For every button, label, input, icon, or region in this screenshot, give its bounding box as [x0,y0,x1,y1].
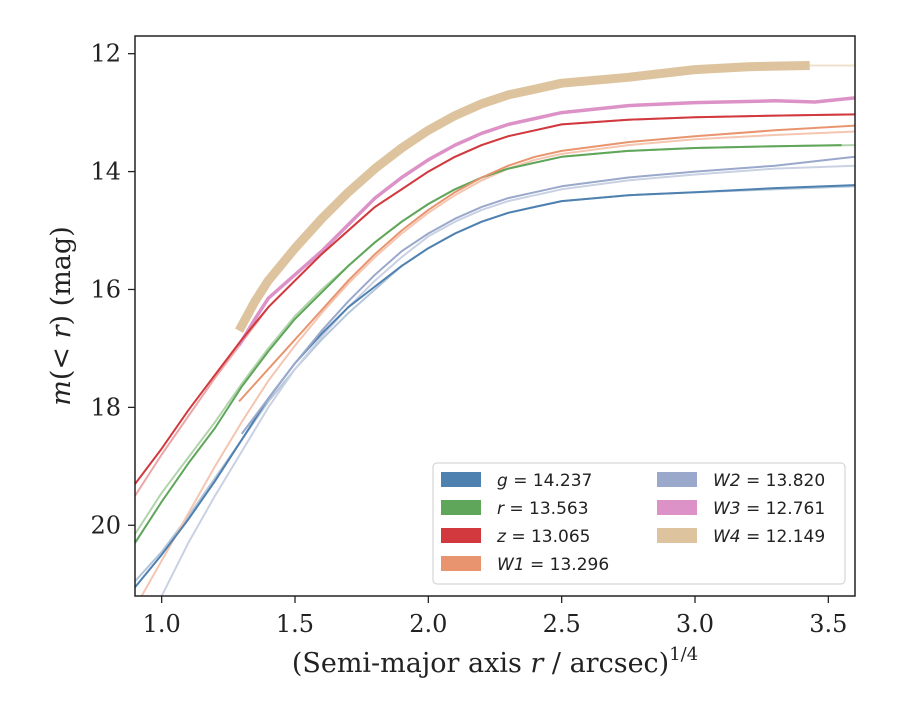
y-tick-label: 14 [90,158,121,186]
x-tick-label: 2.5 [543,610,581,638]
plot-frame [134,35,856,597]
x-axis-label: (Semi-major axis r / arcsec)1/4 [292,644,698,679]
y-tick-label: 18 [90,393,121,421]
legend-label-g: g = 14.237 [497,471,592,491]
y-tick-label: 12 [90,40,121,68]
legend-label-r: r = 13.563 [497,499,589,519]
legend-label-w4: W4 = 12.149 [713,527,825,547]
series-g-line [135,184,855,588]
series-w1-line [238,124,855,403]
legend-label-w3: W3 = 12.761 [713,499,825,519]
legend-label-z: z = 13.065 [496,527,590,547]
legend-swatch-w1 [441,556,481,571]
x-tick-label: 2.0 [409,610,447,638]
legend-swatch-w2 [657,472,697,487]
legend-frame [432,462,846,585]
series-w2-line [240,155,855,435]
legend-label-w2: W2 = 13.820 [713,471,825,491]
series-r-line [135,144,842,544]
legend-swatch-w4 [657,528,697,543]
series-w4-line [235,61,810,333]
legend-swatch-z [441,528,481,543]
y-tick-label: 16 [90,275,121,303]
series-w1-faint-line [140,130,855,596]
x-tick-label: 3.5 [809,610,847,638]
series-w2-faint-line [160,164,855,596]
series-layer [135,61,855,596]
axes-layer: 1.0 1.5 2.0 2.5 3.0 3.5 12 14 16 18 20 [90,35,856,638]
legend-swatch-r [441,500,481,515]
x-tick-label: 3.0 [676,610,714,638]
y-tick-label: 20 [90,511,121,539]
x-tick-label: 1.0 [143,610,181,638]
legend-swatch-g [441,472,481,487]
legend: g = 14.237 r = 13.563 z = 13.065 W1 = 13.29… [432,462,846,585]
series-w3-line [237,96,855,347]
legend-label-w1: W1 = 13.296 [497,555,609,575]
series-z-line [135,113,855,485]
y-axis-label: m(< r) (mag) [46,226,77,405]
x-tick-label: 1.5 [276,610,314,638]
legend-swatch-w3 [657,500,697,515]
